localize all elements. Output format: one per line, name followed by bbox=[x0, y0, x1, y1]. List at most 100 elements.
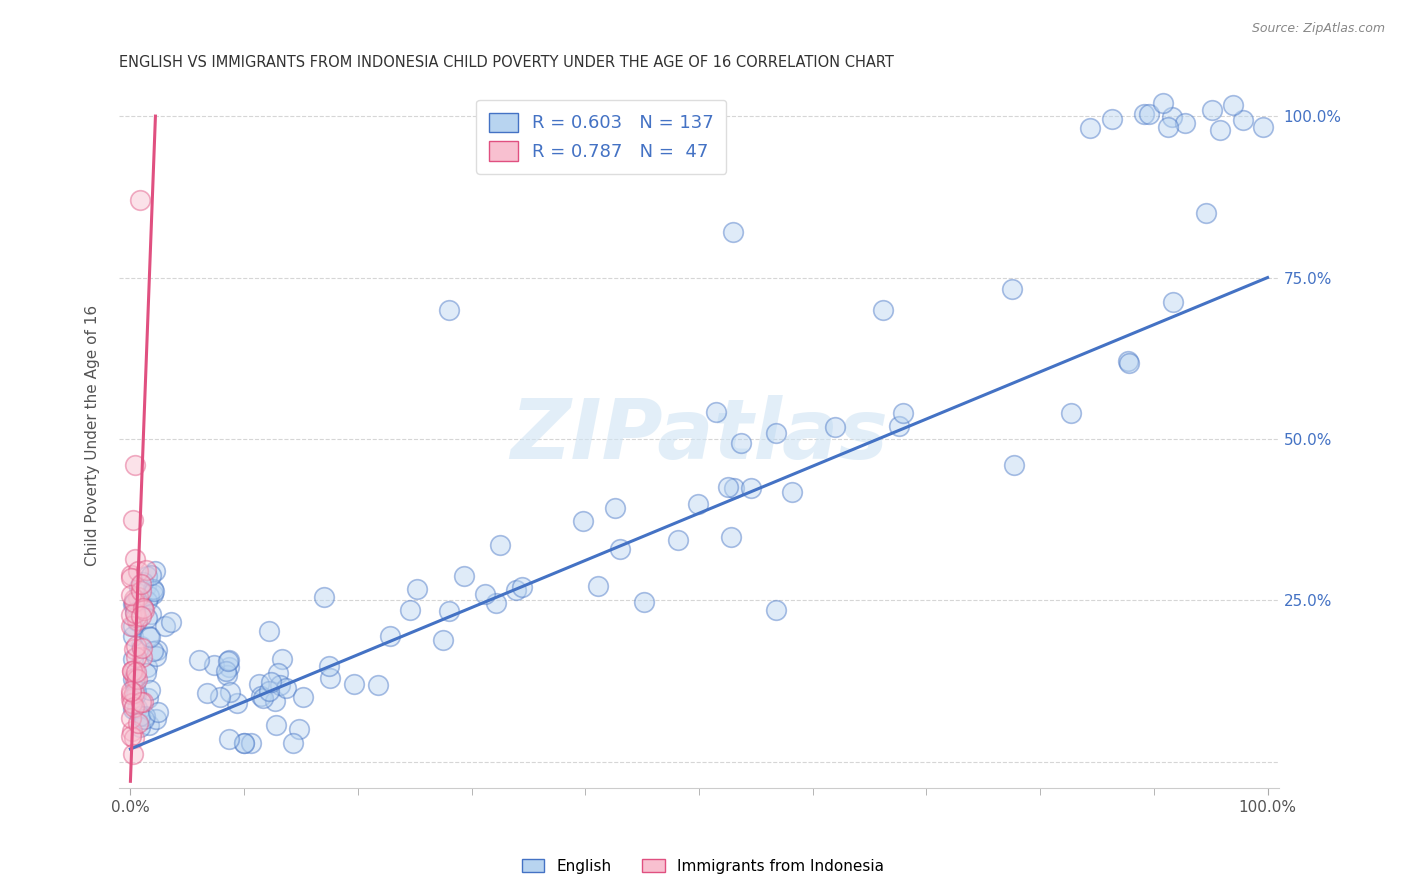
Point bbox=[159, 615, 181, 629]
Point bbox=[730, 436, 752, 450]
Legend: R = 0.603   N = 137, R = 0.787   N =  47: R = 0.603 N = 137, R = 0.787 N = 47 bbox=[477, 100, 727, 174]
Point bbox=[239, 735, 262, 749]
Point bbox=[127, 716, 149, 731]
Point bbox=[704, 404, 727, 418]
Point bbox=[122, 673, 145, 687]
Point bbox=[1201, 103, 1223, 118]
Point bbox=[283, 735, 305, 749]
Point bbox=[143, 584, 166, 599]
Point bbox=[510, 580, 533, 594]
Point bbox=[218, 731, 240, 746]
Point bbox=[128, 720, 150, 734]
Point bbox=[233, 735, 256, 749]
Point bbox=[129, 608, 152, 623]
Point bbox=[145, 649, 167, 664]
Point bbox=[437, 302, 460, 317]
Point bbox=[312, 590, 335, 604]
Point bbox=[872, 303, 894, 318]
Point bbox=[128, 193, 150, 207]
Point bbox=[131, 649, 153, 664]
Point bbox=[399, 603, 422, 617]
Point bbox=[343, 677, 366, 691]
Point bbox=[226, 696, 249, 710]
Point bbox=[141, 567, 163, 582]
Point bbox=[721, 225, 744, 239]
Point bbox=[474, 587, 496, 601]
Point bbox=[124, 672, 146, 686]
Point bbox=[609, 542, 631, 557]
Point bbox=[127, 565, 149, 579]
Point bbox=[765, 603, 787, 617]
Point bbox=[136, 659, 159, 673]
Point bbox=[124, 606, 146, 620]
Point bbox=[367, 678, 389, 692]
Point bbox=[135, 579, 157, 593]
Point bbox=[129, 695, 152, 709]
Point bbox=[122, 629, 145, 643]
Point bbox=[121, 687, 143, 701]
Point bbox=[146, 643, 169, 657]
Point bbox=[121, 664, 143, 678]
Point bbox=[432, 632, 454, 647]
Point bbox=[145, 712, 167, 726]
Point bbox=[686, 497, 709, 511]
Point bbox=[121, 652, 143, 666]
Point bbox=[131, 583, 153, 598]
Point bbox=[131, 599, 153, 613]
Point bbox=[572, 514, 595, 528]
Point bbox=[485, 597, 508, 611]
Point bbox=[288, 722, 311, 736]
Point bbox=[292, 690, 315, 705]
Point bbox=[1078, 121, 1101, 136]
Point bbox=[195, 686, 218, 700]
Point bbox=[453, 569, 475, 583]
Point bbox=[124, 458, 146, 472]
Point bbox=[586, 579, 609, 593]
Point bbox=[202, 657, 225, 672]
Point bbox=[135, 594, 157, 608]
Point bbox=[132, 712, 155, 726]
Point bbox=[1002, 458, 1025, 472]
Point bbox=[319, 671, 342, 685]
Point bbox=[134, 709, 156, 723]
Point bbox=[128, 580, 150, 594]
Point bbox=[723, 482, 745, 496]
Point bbox=[505, 583, 527, 598]
Point bbox=[142, 587, 165, 601]
Point bbox=[720, 530, 742, 544]
Point bbox=[257, 684, 280, 698]
Point bbox=[120, 568, 142, 582]
Text: ENGLISH VS IMMIGRANTS FROM INDONESIA CHILD POVERTY UNDER THE AGE OF 16 CORRELATI: ENGLISH VS IMMIGRANTS FROM INDONESIA CHI… bbox=[120, 55, 894, 70]
Point bbox=[121, 723, 143, 738]
Point bbox=[120, 711, 142, 725]
Point bbox=[120, 691, 142, 706]
Point bbox=[120, 608, 142, 623]
Point bbox=[124, 678, 146, 692]
Point bbox=[605, 501, 627, 516]
Point bbox=[125, 665, 148, 679]
Point bbox=[266, 718, 288, 732]
Point bbox=[135, 568, 157, 582]
Point bbox=[1137, 106, 1160, 120]
Point bbox=[269, 678, 291, 692]
Point bbox=[218, 653, 240, 667]
Point bbox=[122, 595, 145, 609]
Point bbox=[131, 641, 153, 656]
Point bbox=[124, 552, 146, 566]
Point bbox=[135, 563, 157, 577]
Point bbox=[132, 696, 155, 710]
Point bbox=[142, 582, 165, 596]
Point bbox=[717, 480, 740, 494]
Point bbox=[139, 683, 162, 698]
Point bbox=[188, 652, 211, 666]
Point bbox=[259, 675, 281, 690]
Point bbox=[782, 485, 804, 500]
Point bbox=[250, 689, 273, 703]
Point bbox=[146, 706, 169, 720]
Text: ZIPatlas: ZIPatlas bbox=[510, 395, 889, 476]
Point bbox=[252, 690, 274, 705]
Point bbox=[122, 699, 145, 714]
Point bbox=[378, 629, 401, 643]
Point bbox=[122, 731, 145, 745]
Point bbox=[1222, 97, 1244, 112]
